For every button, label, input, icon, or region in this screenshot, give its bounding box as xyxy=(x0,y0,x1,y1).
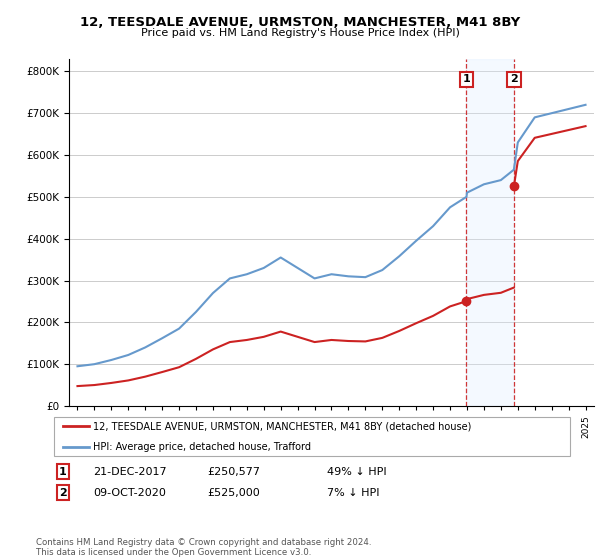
Text: 09-OCT-2020: 09-OCT-2020 xyxy=(93,488,166,498)
Text: 2: 2 xyxy=(59,488,67,498)
Text: 2: 2 xyxy=(510,74,518,85)
Text: 21-DEC-2017: 21-DEC-2017 xyxy=(93,466,167,477)
Text: HPI: Average price, detached house, Trafford: HPI: Average price, detached house, Traf… xyxy=(93,442,311,452)
Text: 49% ↓ HPI: 49% ↓ HPI xyxy=(327,466,386,477)
Text: £525,000: £525,000 xyxy=(207,488,260,498)
Text: 1: 1 xyxy=(59,466,67,477)
Text: Price paid vs. HM Land Registry's House Price Index (HPI): Price paid vs. HM Land Registry's House … xyxy=(140,28,460,38)
Text: 12, TEESDALE AVENUE, URMSTON, MANCHESTER, M41 8BY (detached house): 12, TEESDALE AVENUE, URMSTON, MANCHESTER… xyxy=(93,421,472,431)
Bar xyxy=(466,59,514,406)
Text: Contains HM Land Registry data © Crown copyright and database right 2024.
This d: Contains HM Land Registry data © Crown c… xyxy=(36,538,371,557)
Text: 12, TEESDALE AVENUE, URMSTON, MANCHESTER, M41 8BY: 12, TEESDALE AVENUE, URMSTON, MANCHESTER… xyxy=(80,16,520,29)
Text: £250,577: £250,577 xyxy=(207,466,260,477)
Text: 1: 1 xyxy=(463,74,470,85)
Text: 7% ↓ HPI: 7% ↓ HPI xyxy=(327,488,380,498)
